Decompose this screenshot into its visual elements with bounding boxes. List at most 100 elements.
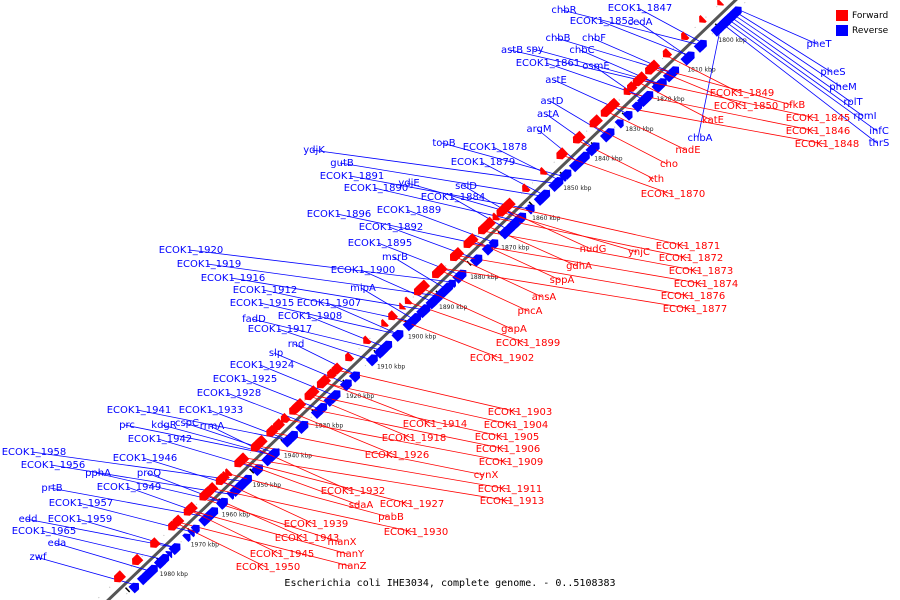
gene-leader-line (728, 19, 864, 117)
gene-leader-line (664, 54, 741, 94)
reverse-gene-glyph (651, 79, 666, 94)
gene-label-ecok1-1871: ECOK1_1871 (656, 241, 721, 252)
forward-gene-glyph (345, 352, 355, 362)
gene-label-cynx: cynX (474, 470, 499, 481)
gene-leader-line (421, 287, 513, 330)
axis-tick-label: 1890 kbp (439, 304, 467, 311)
gene-label-many: manY (336, 549, 365, 560)
gene-leader-line (259, 302, 399, 335)
gene-label-ecok1-1873: ECOK1_1873 (669, 266, 734, 277)
gene-leader-line (291, 411, 396, 456)
gene-leader-line (730, 16, 852, 103)
gene-leader-line (560, 154, 672, 195)
gene-label-slp: slp (269, 348, 283, 359)
gene-label-nudg: nudG (580, 244, 607, 255)
reverse-gene-glyph (394, 330, 403, 340)
gene-label-ecok1-1909: ECOK1_1909 (479, 457, 544, 468)
gene-label-ecok1-1904: ECOK1_1904 (484, 420, 549, 431)
gene-label-ecok1-1918: ECOK1_1918 (382, 433, 447, 444)
gene-label-xth: xth (648, 174, 664, 185)
reverse-gene-glyph (631, 101, 643, 113)
gene-leader-line (591, 124, 668, 165)
gene-label-ecok1-1906: ECOK1_1906 (476, 444, 541, 455)
axis-tick-label: 1950 kbp (253, 482, 281, 489)
gene-label-ecok1-1876: ECOK1_1876 (661, 291, 726, 302)
gene-leader-line (463, 185, 520, 220)
gene-leader-line (189, 509, 349, 555)
forward-gene-glyph (363, 335, 372, 345)
gene-label-pnca: pncA (517, 306, 542, 317)
legend-forward-label: Forward (852, 10, 889, 21)
forward-gene-glyph (486, 216, 496, 227)
gene-label-sdaa: sdaA (349, 500, 374, 511)
reverse-gene-glyph (128, 583, 139, 594)
forward-gene-glyph (381, 319, 389, 327)
gene-leader-line (561, 9, 702, 46)
gene-label-cspc: cspC (175, 418, 199, 429)
forward-gene-glyph (413, 282, 427, 296)
gene-label-ecok1-1892: ECOK1_1892 (359, 222, 424, 233)
reverse-gene-glyph (286, 430, 299, 443)
gene-leader-line (309, 394, 506, 438)
gene-label-phem: pheM (829, 82, 856, 93)
gene-leader-line (239, 461, 360, 506)
gene-leader-line (243, 457, 511, 502)
gene-leader-line (738, 9, 818, 45)
gene-leader-line (467, 243, 705, 285)
gene-label-ecok1-1870: ECOK1_1870 (641, 189, 706, 200)
gene-label-ecok1-1950: ECOK1_1950 (236, 562, 301, 573)
reverse-gene-glyph (428, 295, 440, 307)
gene-label-ecok1-1907: ECOK1_1907 (297, 298, 362, 309)
gene-label-edd: edd (19, 514, 38, 525)
reverse-gene-glyph (447, 280, 455, 288)
forward-gene-glyph (327, 368, 337, 379)
forward-gene-glyph (331, 362, 344, 375)
axis-tick-label: 1910 kbp (377, 363, 405, 370)
gene-label-rnd: rnd (288, 339, 305, 350)
gene-label-astd: astD (541, 96, 564, 107)
gene-label-ecok1-1959: ECOK1_1959 (48, 514, 113, 525)
forward-gene-glyph (590, 114, 603, 127)
forward-gene-glyph (632, 74, 645, 87)
reverse-gene-glyph (244, 474, 253, 483)
gene-label-ecok1-1896: ECOK1_1896 (307, 209, 372, 220)
gene-leader-line (227, 473, 390, 518)
gene-leader-line (262, 289, 413, 323)
gene-label-spy: spy (526, 44, 544, 55)
gene-label-ecok1-1916: ECOK1_1916 (201, 273, 266, 284)
gene-label-ecok1-1956: ECOK1_1956 (21, 460, 86, 471)
gene-label-ecok1-1927: ECOK1_1927 (380, 499, 445, 510)
forward-gene-glyph (321, 376, 329, 385)
reverse-gene-glyph (207, 507, 219, 518)
reverse-gene-glyph (507, 219, 520, 232)
gene-label-chbb: chbB (545, 33, 570, 44)
gene-label-ecok1-1845: ECOK1_1845 (786, 113, 851, 124)
axis-tick-label: 1970 kbp (191, 541, 219, 548)
gene-leader-line (606, 110, 687, 151)
forward-gene-glyph (572, 130, 586, 144)
gene-leader-line (377, 242, 461, 276)
gene-label-sppa: sppA (550, 275, 575, 286)
forward-gene-glyph (626, 81, 638, 92)
gene-leader-line (406, 209, 496, 244)
gene-leader-line (553, 79, 630, 115)
forward-gene-glyph (717, 0, 725, 6)
gene-label-aste: astE (545, 75, 567, 86)
gene-label-chba: chbA (687, 133, 712, 144)
gene-leader-line (240, 460, 411, 505)
gene-leader-line (297, 406, 507, 450)
forward-gene-glyph (272, 418, 285, 431)
gene-leader-line (593, 65, 644, 101)
gene-label-ecok1-1878: ECOK1_1878 (463, 142, 528, 153)
gene-leader-line (735, 11, 832, 73)
gene-label-nade: nadE (675, 145, 700, 156)
gene-leader-line (175, 522, 267, 568)
gene-label-ecok1-1913: ECOK1_1913 (480, 496, 545, 507)
gene-label-ecok1-1941: ECOK1_1941 (107, 405, 172, 416)
gene-leader-line (392, 256, 447, 290)
reverse-gene-glyph (659, 78, 667, 86)
gene-leader-line (599, 20, 691, 57)
gene-label-ecok1-1933: ECOK1_1933 (179, 405, 244, 416)
gene-label-ecok1-1965: ECOK1_1965 (12, 526, 77, 537)
gene-leader-line (500, 211, 638, 253)
